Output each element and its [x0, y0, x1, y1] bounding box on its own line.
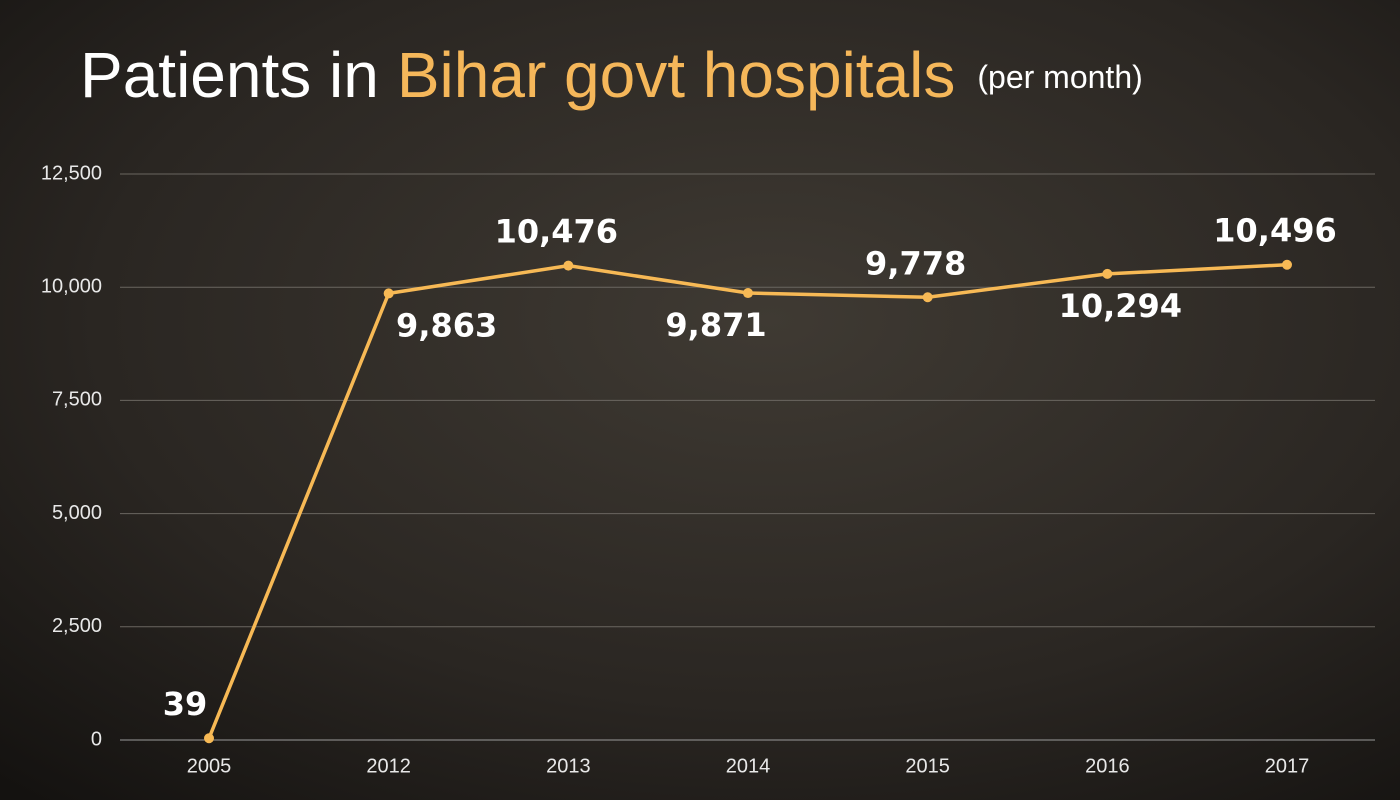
- y-tick-label: 10,000: [41, 275, 102, 297]
- x-tick-label: 2016: [1085, 755, 1130, 777]
- x-tick-label: 2013: [546, 755, 591, 777]
- x-tick-label: 2005: [187, 755, 232, 777]
- data-point: [383, 288, 394, 299]
- x-tick-label: 2017: [1265, 755, 1310, 777]
- y-tick-label: 7,500: [52, 389, 102, 411]
- chart-title: Patients in Bihar govt hospitals (per mont…: [80, 39, 1143, 111]
- data-point: [922, 292, 933, 303]
- value-label: 9,778: [865, 244, 966, 282]
- y-tick-label: 0: [91, 728, 102, 750]
- x-tick-label: 2015: [905, 755, 950, 777]
- data-point: [743, 288, 753, 299]
- value-label: 9,863: [396, 306, 497, 344]
- value-label: 10,294: [1059, 287, 1182, 325]
- data-point: [1102, 268, 1113, 279]
- y-tick-label: 2,500: [52, 615, 102, 637]
- chart-subtitle: (per month): [977, 59, 1142, 95]
- y-tick-label: 12,500: [41, 162, 102, 184]
- value-label: 10,476: [495, 213, 618, 251]
- data-point: [204, 733, 214, 744]
- title-part: Bihar govt hospitals: [397, 39, 956, 111]
- value-label: 39: [163, 685, 208, 723]
- value-label: 10,496: [1213, 212, 1336, 250]
- title-part: Patients in: [80, 39, 379, 111]
- y-tick-label: 5,000: [52, 502, 102, 524]
- data-point: [563, 260, 574, 271]
- data-point: [1282, 259, 1292, 270]
- x-tick-label: 2014: [726, 755, 771, 777]
- value-label: 9,871: [665, 306, 766, 344]
- x-tick-label: 2012: [366, 755, 411, 777]
